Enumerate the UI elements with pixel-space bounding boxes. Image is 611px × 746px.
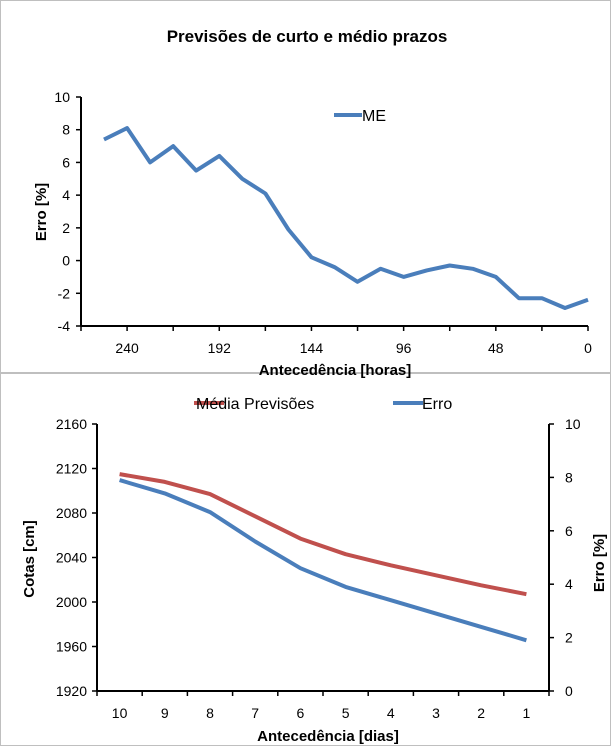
x-tick-label: 5 bbox=[342, 705, 350, 721]
y-tick-label: 1920 bbox=[56, 683, 87, 699]
y-tick-label: 2160 bbox=[56, 416, 87, 432]
x-tick-label: 9 bbox=[161, 705, 169, 721]
y2-axis-title-erro: Erro [%] bbox=[591, 534, 608, 592]
x-tick-label: 1 bbox=[523, 705, 531, 721]
x-tick-label: 10 bbox=[112, 705, 128, 721]
y2-tick-label: 2 bbox=[565, 630, 573, 646]
y2-tick-label: 0 bbox=[565, 683, 573, 699]
x-tick-label: 3 bbox=[432, 705, 440, 721]
x-tick-label: 4 bbox=[387, 705, 395, 721]
x-tick-label: 8 bbox=[206, 705, 214, 721]
y-tick-label: 2080 bbox=[56, 505, 87, 521]
y-tick-label: 2000 bbox=[56, 594, 87, 610]
y2-tick-label: 6 bbox=[565, 523, 573, 539]
x-tick-label: 7 bbox=[251, 705, 259, 721]
x-axis-title-dias: Antecedência [dias] bbox=[257, 728, 399, 745]
y-tick-label: 2040 bbox=[56, 550, 87, 566]
legend-label-media-previsoes: Média Previsões bbox=[196, 396, 314, 413]
y-tick-label: 1960 bbox=[56, 639, 87, 655]
y2-tick-label: 10 bbox=[565, 416, 581, 432]
legend-label-erro: Erro bbox=[422, 396, 452, 413]
x-tick-label: 2 bbox=[477, 705, 485, 721]
y2-tick-label: 8 bbox=[565, 469, 573, 485]
x-tick-label: 6 bbox=[297, 705, 305, 721]
y2-tick-label: 4 bbox=[565, 576, 573, 592]
y-axis-title-cotas: Cotas [cm] bbox=[21, 520, 38, 598]
y-tick-label: 2120 bbox=[56, 461, 87, 477]
series-line-erro bbox=[120, 480, 527, 640]
